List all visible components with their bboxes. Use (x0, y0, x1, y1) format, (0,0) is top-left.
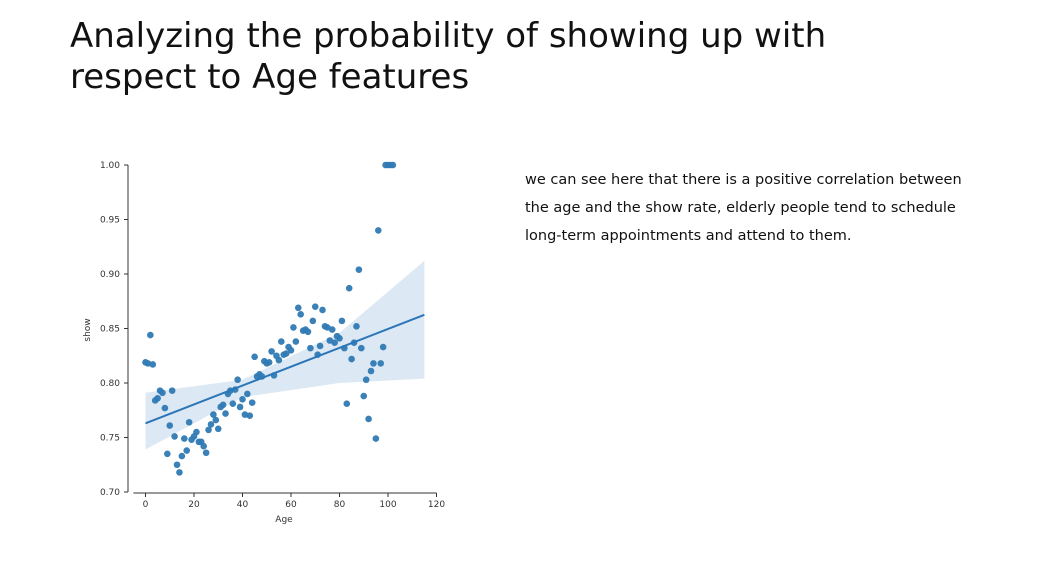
data-point (375, 227, 382, 234)
data-point (353, 323, 360, 330)
data-point (265, 358, 273, 366)
slide-title-line-2: respect to Age features (70, 57, 470, 97)
y-tick-label: 0.85 (100, 325, 120, 335)
y-axis-label: show (83, 318, 93, 341)
data-point (389, 161, 397, 169)
description-line-3: long-term appointments and attend to the… (525, 228, 852, 244)
data-point (161, 404, 169, 412)
y-tick-label: 0.80 (100, 379, 120, 389)
data-point (331, 339, 338, 346)
data-point (294, 304, 302, 312)
confidence-band (145, 260, 425, 450)
data-point (343, 400, 351, 408)
data-point (168, 387, 176, 394)
data-point (236, 403, 244, 411)
description-line-1: we can see here that there is a positive… (525, 172, 962, 188)
data-point (205, 426, 212, 434)
data-point (147, 331, 154, 339)
x-tick-label: 80 (334, 500, 346, 510)
data-point (307, 344, 314, 352)
data-point (338, 317, 346, 325)
regression-line (145, 313, 425, 425)
data-point (178, 452, 186, 460)
x-tick-label: 60 (285, 500, 297, 510)
y-tick-label: 0.90 (100, 270, 120, 280)
data-point (309, 317, 317, 325)
confidence-band-layer (145, 260, 425, 450)
data-point (360, 392, 368, 400)
data-point (275, 356, 283, 364)
data-point (210, 411, 217, 418)
data-point (358, 344, 365, 352)
x-tick-label: 20 (188, 500, 200, 510)
data-point (304, 328, 312, 336)
data-point (355, 266, 363, 273)
data-point (181, 435, 188, 442)
data-point (149, 361, 157, 368)
data-point (278, 338, 285, 345)
data-point (290, 324, 297, 331)
data-point (185, 418, 193, 426)
data-point (202, 449, 210, 457)
data-point (212, 416, 220, 424)
data-point (234, 376, 241, 384)
data-point (193, 428, 200, 436)
data-point (214, 425, 222, 433)
data-point (345, 284, 353, 292)
description-line-2: the age and the show rate, elderly peopl… (525, 200, 956, 216)
data-point (365, 415, 372, 423)
y-tick-label: 0.95 (100, 216, 120, 226)
data-point (173, 461, 181, 469)
data-point (246, 412, 254, 420)
axes: 0.70 0.75 0.80 0.85 0.90 0.95 1.00 0 20 40 60 80 100… (100, 161, 445, 510)
data-point (328, 326, 336, 333)
data-point (251, 353, 258, 361)
regression-line-layer (145, 313, 425, 425)
data-point (319, 306, 326, 314)
data-point (379, 343, 387, 351)
data-point (166, 422, 174, 429)
data-point (268, 348, 275, 355)
data-point (229, 400, 237, 408)
data-point (316, 342, 324, 350)
slide-title-line-1: Analyzing the probability of showing up … (70, 16, 827, 56)
scatter-points (142, 161, 397, 476)
data-point (222, 410, 229, 417)
data-point (176, 469, 183, 476)
data-point (287, 347, 295, 354)
x-tick-label: 0 (143, 500, 149, 510)
data-point (377, 360, 385, 367)
data-point (164, 450, 171, 458)
y-tick-label: 1.00 (100, 161, 120, 171)
y-tick-label: 0.75 (100, 434, 120, 444)
data-point (292, 338, 300, 345)
data-point (248, 399, 256, 406)
data-point (219, 401, 227, 409)
data-point (336, 335, 343, 342)
data-point (239, 396, 246, 403)
data-point (372, 435, 380, 442)
data-point (311, 303, 319, 311)
data-point (154, 394, 161, 402)
x-tick-label: 120 (428, 500, 445, 510)
data-point (200, 442, 207, 450)
x-tick-label: 40 (237, 500, 249, 510)
data-point (370, 360, 377, 367)
x-tick-label: 100 (379, 500, 396, 510)
data-point (367, 367, 375, 375)
y-tick-label: 0.70 (100, 488, 120, 498)
description-text: we can see here that there is a positive… (525, 166, 1020, 250)
data-point (207, 421, 215, 428)
data-point (282, 350, 290, 357)
data-point (244, 390, 251, 398)
data-point (348, 355, 355, 363)
slide-title: Analyzing the probability of showing up … (70, 16, 970, 98)
data-point (183, 447, 191, 454)
x-axis-label: Age (275, 515, 293, 525)
data-point (297, 311, 305, 318)
data-point (362, 376, 370, 384)
data-point (159, 389, 166, 397)
data-point (171, 433, 178, 440)
